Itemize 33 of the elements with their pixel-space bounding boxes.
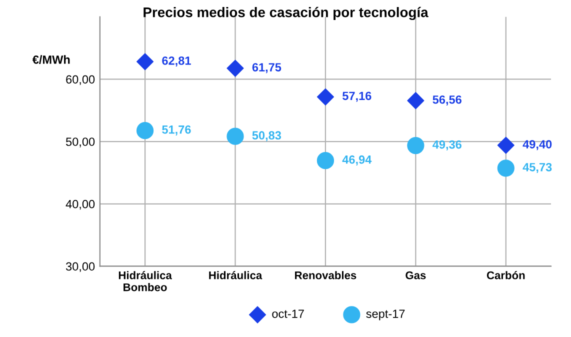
data-label: 61,75 [252, 63, 282, 74]
x-tick-label: Hidráulica Bombeo [118, 270, 172, 292]
y-axis-title: €/MWh [32, 55, 70, 64]
point [316, 88, 334, 106]
point [316, 152, 334, 170]
data-label: 57,16 [342, 92, 372, 102]
point [226, 60, 244, 77]
y-tick-label: 60,00 [66, 75, 95, 85]
x-tick-label: Gas [406, 271, 426, 280]
data-label: 45,73 [522, 162, 552, 174]
y-tick-label: 50,00 [66, 138, 95, 148]
x-tick-label: Carbón [486, 270, 525, 280]
legend-label: oct-17 [272, 310, 304, 318]
y-tick-label: 30,00 [66, 262, 95, 272]
x-tick-label: Hidráulica [209, 270, 262, 280]
data-label: 51,76 [162, 125, 191, 136]
point [226, 128, 244, 145]
data-label: 46,94 [342, 155, 372, 166]
data-label: 56,56 [432, 95, 462, 106]
point [136, 122, 154, 140]
data-label: 49,40 [522, 140, 552, 150]
point [407, 136, 424, 154]
data-label: 49,36 [432, 140, 462, 150]
data-label: 50,83 [252, 131, 282, 142]
legend-label: sept-17 [366, 310, 405, 320]
data-label: 62,81 [162, 56, 191, 67]
point [136, 53, 154, 70]
point [497, 160, 514, 177]
point [407, 92, 424, 110]
point [497, 136, 514, 154]
chart-title: Precios medios de casación por tecnología [144, 6, 428, 20]
x-tick-label: Renovables [295, 271, 356, 280]
y-tick-label: 40,00 [66, 200, 95, 210]
